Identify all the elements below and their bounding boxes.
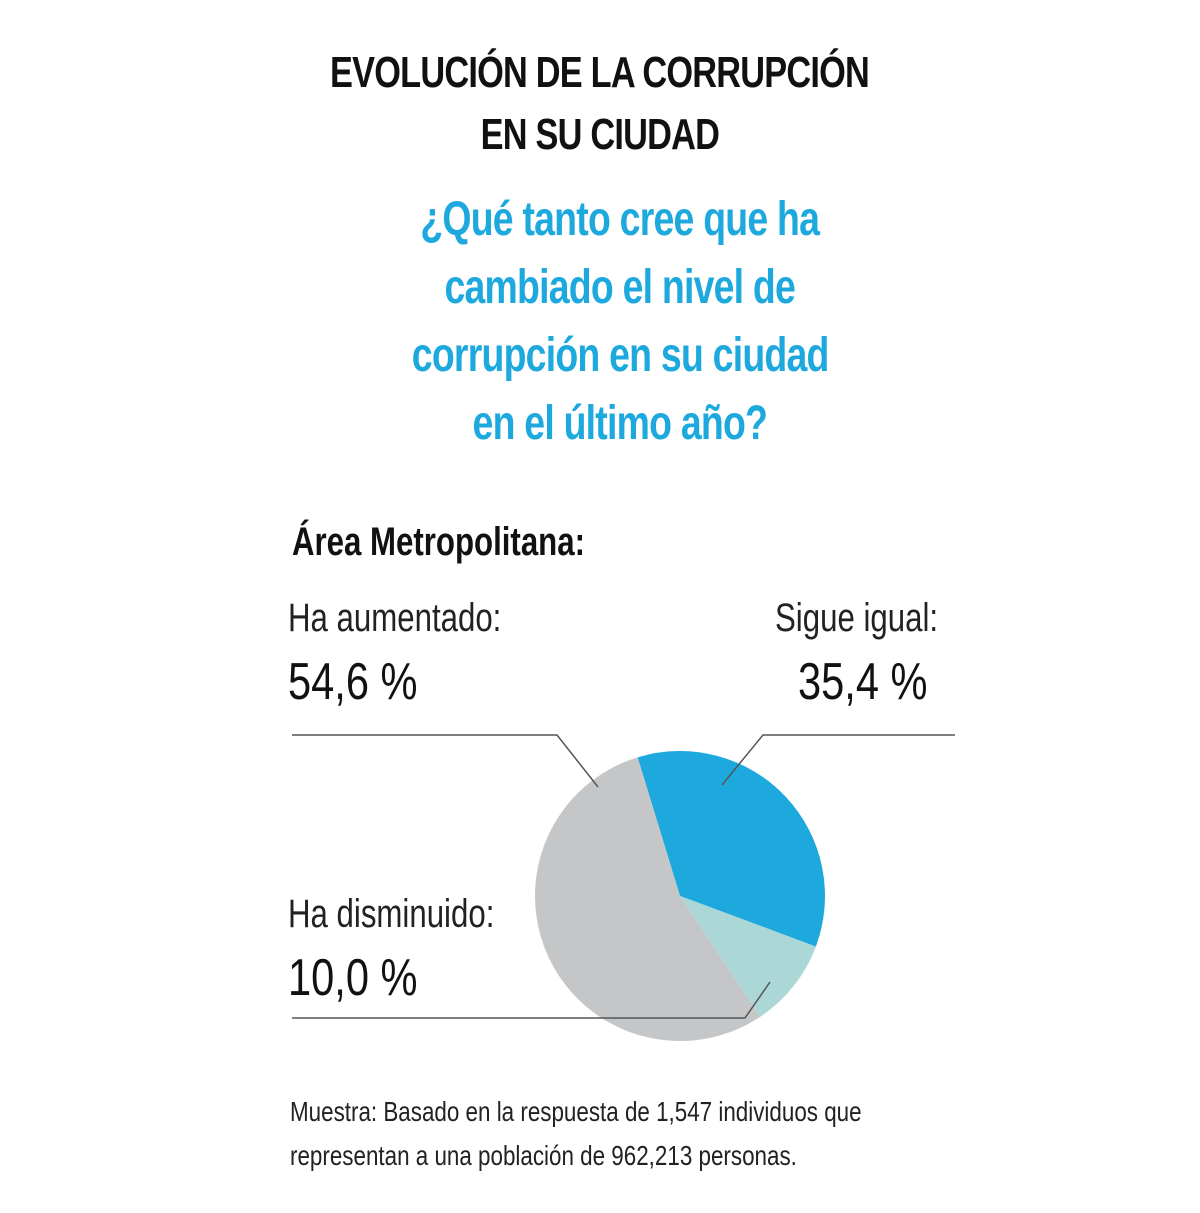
value-ha-aumentado: 54,6 %	[288, 653, 418, 711]
question-line-1: ¿Qué tanto cree que ha	[420, 193, 821, 246]
sample-note-line-1: Muestra: Basado en la respuesta de 1,547…	[290, 1096, 862, 1127]
pie-slice-1	[680, 896, 816, 1017]
label-sigue-igual: Sigue igual:	[775, 596, 939, 640]
question-line-2: cambiado el nivel de	[444, 261, 796, 314]
question-line-4: en el último año?	[472, 397, 768, 450]
leader-line-ha-aumentado	[292, 734, 599, 788]
label-ha-disminuido: Ha disminuido:	[288, 892, 495, 936]
group-label: Área Metropolitana:	[292, 520, 585, 564]
leader-line-ha-disminuido	[292, 981, 771, 1019]
pie-slice-2	[535, 757, 761, 1041]
sample-note-line-2: representan a una población de 962,213 p…	[290, 1140, 797, 1171]
value-sigue-igual: 35,4 %	[798, 653, 928, 711]
question-line-3: corrupción en su ciudad	[411, 329, 830, 382]
pie-slice-0	[637, 751, 825, 947]
chart-title-line-2: EN SU CIUDAD	[480, 110, 720, 159]
chart-title-line-1: EVOLUCIÓN DE LA CORRUPCIÓN	[330, 48, 870, 97]
leader-line-sigue-igual	[721, 734, 955, 786]
value-ha-disminuido: 10,0 %	[288, 949, 418, 1007]
label-ha-aumentado: Ha aumentado:	[288, 596, 502, 640]
